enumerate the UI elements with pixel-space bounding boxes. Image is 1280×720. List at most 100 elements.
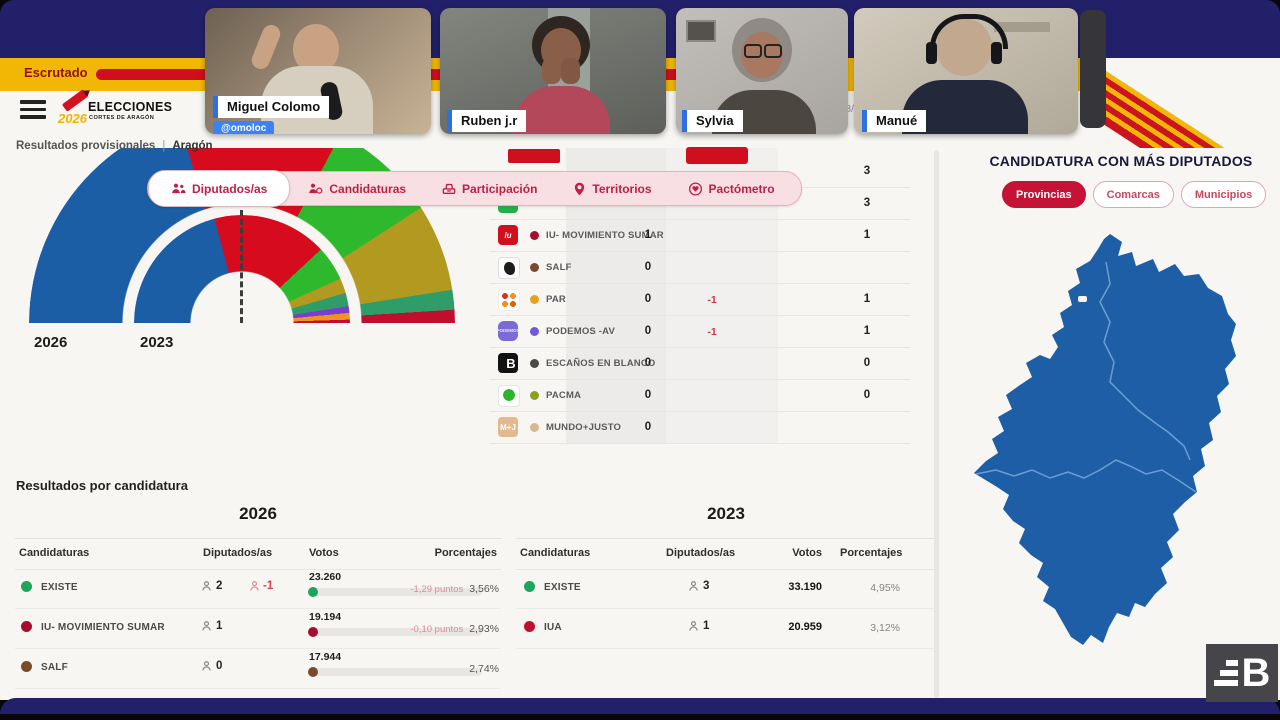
aragon-outline (974, 234, 1236, 645)
vote-share-bar (308, 627, 482, 637)
geo-level-buttons: Provincias Comarcas Municipios (1002, 181, 1267, 208)
participant-name: Ruben j.r (447, 110, 527, 132)
person-icon (250, 581, 259, 591)
result-row-existe-2023: EXISTE 3 33.190 4,95% (516, 568, 936, 609)
raised-hand (249, 22, 283, 72)
tab-candidaturas[interactable]: Candidaturas (290, 172, 424, 205)
logo-year: 2026 (58, 111, 87, 126)
party-dot (530, 423, 539, 432)
results-section-title: Resultados por candidatura (16, 478, 188, 493)
result-row-iua-2023: IUA 1 20.959 3,12% (516, 608, 936, 649)
vote-share-bar (308, 667, 482, 677)
table-header-row: Candidaturas Diputados/as Votos Porcenta… (516, 538, 936, 570)
map-panel-title: CANDIDATURA CON MÁS DIPUTADOS (989, 153, 1253, 169)
results-table-2023: 2023 Candidaturas Diputados/as Votos Por… (516, 500, 936, 698)
result-row-existe: EXISTE 2 -1 23.260 -1,29 puntos 3,56% (15, 568, 501, 609)
watermark-bars-icon (1213, 660, 1238, 686)
party-dot (530, 391, 539, 400)
breadcrumb: Resultados provisionales | Aragón (16, 140, 213, 152)
province-border-north (1099, 261, 1191, 461)
logo-subtitle: CORTES DE ARAGÓN (89, 115, 155, 121)
shelf (994, 22, 1050, 32)
webcam-partial (1080, 10, 1106, 128)
brand-watermark-logo: B (1206, 644, 1278, 702)
tab-participacion[interactable]: Participación (424, 172, 555, 205)
escrutado-label: Escrutado (24, 65, 88, 80)
hamburger-menu-icon[interactable] (20, 100, 46, 120)
scrollbar[interactable] (934, 150, 939, 698)
ballot-box-icon (442, 183, 456, 194)
pact-heart-icon (688, 181, 702, 196)
seats-row-iu: iu IU- MOVIMIENTO SUMAR 1 1 (490, 219, 910, 252)
ring-label-2023: 2023 (140, 334, 174, 351)
hemicycle-chart: 2026 2023 (0, 148, 486, 356)
partially-hidden-logo-fragment (508, 149, 560, 163)
seats-row-pacma: PACMA 0 0 (490, 379, 910, 412)
webcam-manue: Manué (854, 8, 1078, 134)
party-dot (530, 295, 539, 304)
bottom-navy-band (0, 698, 1280, 714)
seats-row-mundo-justo: M+J MUNDO+JUSTO 0 (490, 411, 910, 444)
headphone-earpad (991, 42, 1002, 64)
party-dot (524, 581, 535, 592)
party-dot (21, 581, 32, 592)
participant-name: Manué (862, 110, 927, 132)
logo-title: ELECCIONES (88, 100, 173, 114)
participant-name: Miguel Colomo (213, 96, 330, 118)
elecciones-logo: 2026 ELECCIONES CORTES DE ARAGÓN (58, 89, 208, 128)
people-icon (172, 183, 186, 194)
headphone-earpad (926, 42, 937, 64)
ring-label-2026: 2026 (34, 334, 68, 351)
escanos-en-blanco-logo-icon: B (498, 353, 518, 373)
iu-logo-icon: iu (498, 225, 518, 245)
mundo-justo-logo-icon: M+J (498, 417, 518, 437)
table-year-title: 2023 (707, 504, 745, 523)
podemos-logo-icon: PODEMOS (497, 321, 520, 341)
partially-hidden-badge-fragment (686, 147, 748, 164)
seats-row-podemos: PODEMOS PODEMOS -AV 0 -1 1 (490, 315, 910, 348)
vote-share-bar (308, 587, 482, 597)
party-dot (524, 621, 535, 632)
result-row-iu: IU- MOVIMIENTO SUMAR 1 19.194 -0,10 punt… (15, 608, 501, 649)
tab-diputados[interactable]: Diputados/as (148, 170, 291, 207)
enclave (1078, 296, 1087, 302)
salf-logo-icon (498, 257, 520, 279)
party-dot (530, 231, 539, 240)
results-table-2026: 2026 Candidaturas Diputados/as Votos Por… (15, 500, 501, 698)
tab-territorios[interactable]: Territorios (555, 172, 669, 205)
table-year-title: 2026 (239, 504, 277, 523)
party-dot (21, 621, 32, 632)
person-icon (689, 581, 698, 591)
aragon-map[interactable] (960, 226, 1238, 664)
tab-bar: Diputados/as Candidaturas Participación … (147, 170, 802, 207)
municipios-button[interactable]: Municipios (1180, 181, 1267, 208)
picture-frame (686, 20, 716, 42)
result-row-salf: SALF 0 17.944 2,74% (15, 648, 501, 689)
webcam-sylvia: Sylvia (676, 8, 848, 134)
webcam-ruben: Ruben j.r (440, 8, 666, 134)
participant-name: Sylvia (682, 110, 743, 132)
webcam-miguel: Miguel Colomo @omoloc (205, 8, 431, 134)
party-dot (21, 661, 32, 672)
tab-pactometro[interactable]: Pactómetro (670, 172, 793, 205)
participant-handle: @omoloc (213, 121, 275, 134)
person-icon (202, 621, 211, 631)
table-header-row: Candidaturas Diputados/as Votos Porcenta… (15, 538, 501, 570)
seats-row-salf: SALF 0 (490, 251, 910, 284)
hand-over-mouth (542, 58, 561, 84)
comarcas-button[interactable]: Comarcas (1092, 181, 1174, 208)
party-dot (530, 359, 539, 368)
aragon-flag-ribbon (1098, 58, 1280, 148)
person-icon (689, 621, 698, 631)
party-dot (530, 327, 539, 336)
par-logo-icon (498, 289, 520, 311)
hand-over-mouth (561, 58, 580, 84)
glasses-icon (764, 44, 782, 58)
map-pin-icon (575, 182, 585, 195)
breadcrumb-region: Aragón (172, 140, 213, 152)
provincias-button[interactable]: Provincias (1002, 181, 1086, 208)
person-icon (202, 661, 211, 671)
province-border-south (975, 459, 1197, 493)
party-dot (530, 263, 539, 272)
